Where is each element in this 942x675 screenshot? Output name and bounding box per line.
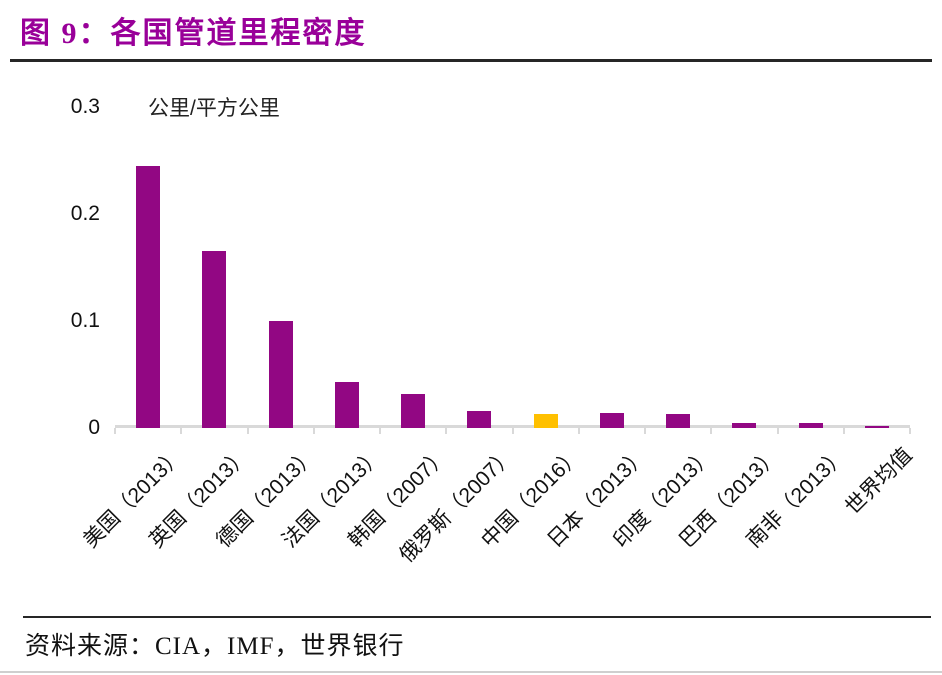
title-divider-line (10, 59, 932, 62)
source-divider-line (23, 616, 931, 618)
x-axis-tick (511, 428, 514, 434)
source-text: 资料来源：CIA，IMF，世界银行 (25, 633, 405, 660)
bar (599, 413, 624, 428)
y-axis-unit-label: 公里/平方公里 (148, 97, 280, 120)
x-axis-tick (246, 428, 249, 434)
bar (666, 414, 691, 428)
x-axis-tick (710, 428, 713, 434)
x-axis-tick (842, 428, 845, 434)
bar (864, 426, 889, 428)
y-tick-label: 0 (88, 416, 100, 439)
bar (334, 382, 359, 428)
x-axis-tick (577, 428, 580, 434)
page-bottom-line (0, 671, 942, 673)
x-axis-tick (114, 428, 116, 434)
x-axis-line (115, 425, 910, 428)
figure-title: 图 9：各国管道里程密度 (20, 17, 367, 50)
bar (533, 414, 558, 428)
bar (136, 166, 161, 428)
bar (268, 321, 293, 428)
x-axis-tick (312, 428, 315, 434)
y-tick-label: 0.1 (70, 309, 100, 332)
bar (202, 251, 227, 428)
x-axis-tick (644, 428, 646, 434)
x-axis-tick (776, 428, 779, 434)
x-axis-tick (445, 428, 448, 434)
x-axis-tick (909, 428, 911, 434)
bar (401, 394, 426, 428)
bar (732, 423, 757, 428)
y-tick-label: 0.2 (70, 202, 100, 225)
bar (467, 411, 492, 428)
x-axis-tick (180, 428, 183, 434)
bar (798, 423, 823, 428)
x-axis-tick (379, 428, 381, 434)
y-tick-label: 0.3 (70, 95, 100, 118)
